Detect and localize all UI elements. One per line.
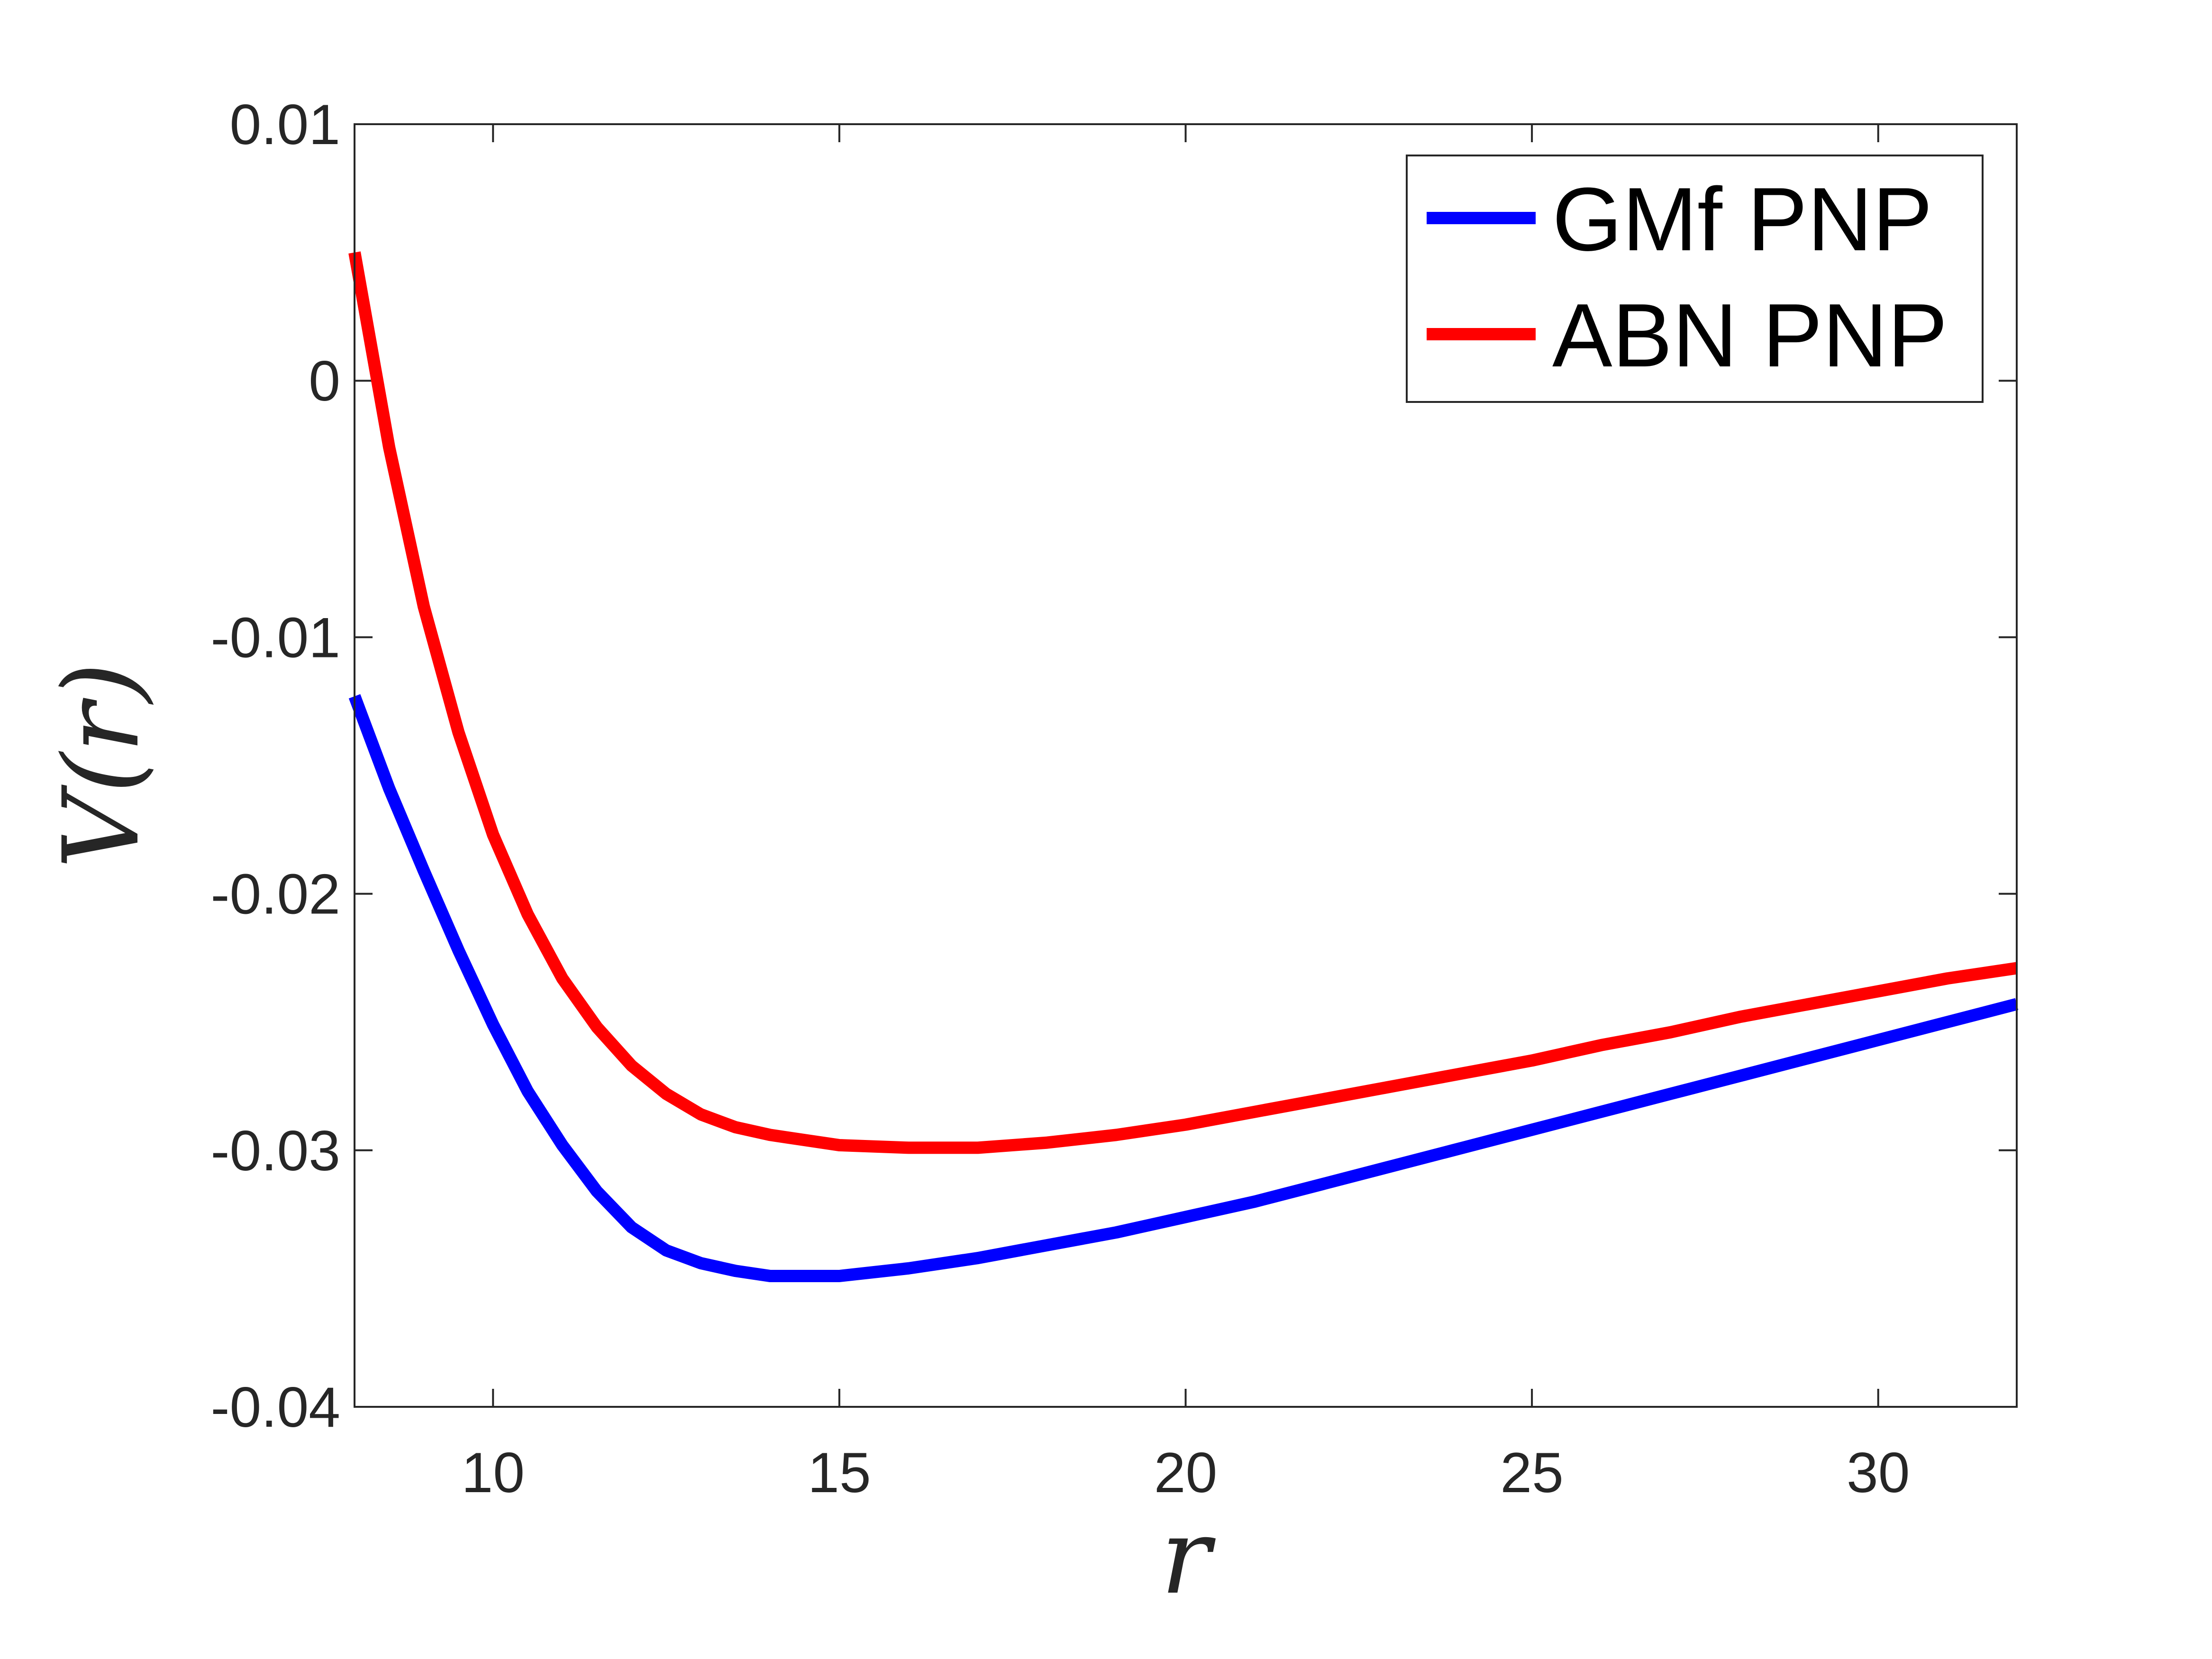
- y-tick-labels: -0.04 -0.03 -0.02 -0.01 0 0.01: [210, 93, 340, 1439]
- series-lines: [348, 251, 2019, 1282]
- legend-label-abn-pnp: ABN PNP: [1552, 285, 1948, 386]
- y-tick-label: -0.01: [210, 606, 340, 669]
- x-tick-label: 15: [808, 1441, 871, 1504]
- series-line-abn-pnp: [348, 251, 2018, 1154]
- y-tick-label: 0.01: [229, 93, 340, 156]
- legend-box: [1406, 155, 1984, 403]
- x-tick-label: 30: [1847, 1441, 1910, 1504]
- plot-frame: [354, 123, 2018, 1408]
- y-tick-label: -0.03: [210, 1119, 340, 1183]
- series-line-gmf-pnp: [348, 694, 2019, 1282]
- y-tick-label: -0.04: [210, 1376, 340, 1439]
- x-tick-label: 20: [1154, 1441, 1217, 1504]
- y-axis-title-group: V(r): [41, 662, 162, 869]
- x-tick-label: 10: [462, 1441, 525, 1504]
- y-tick-label: 0: [309, 349, 340, 413]
- x-tick-label: 25: [1500, 1441, 1563, 1504]
- x-tick-labels: 10 15 20 25 30: [462, 1441, 1910, 1504]
- legend-label-gmf-pnp: GMf PNP: [1552, 169, 1932, 270]
- x-axis-title: r: [1161, 1496, 1216, 1617]
- y-tick-label: -0.02: [210, 863, 340, 926]
- y-axis-title: V(r): [41, 662, 162, 869]
- legend: GMf PNP ABN PNP: [1406, 155, 1984, 403]
